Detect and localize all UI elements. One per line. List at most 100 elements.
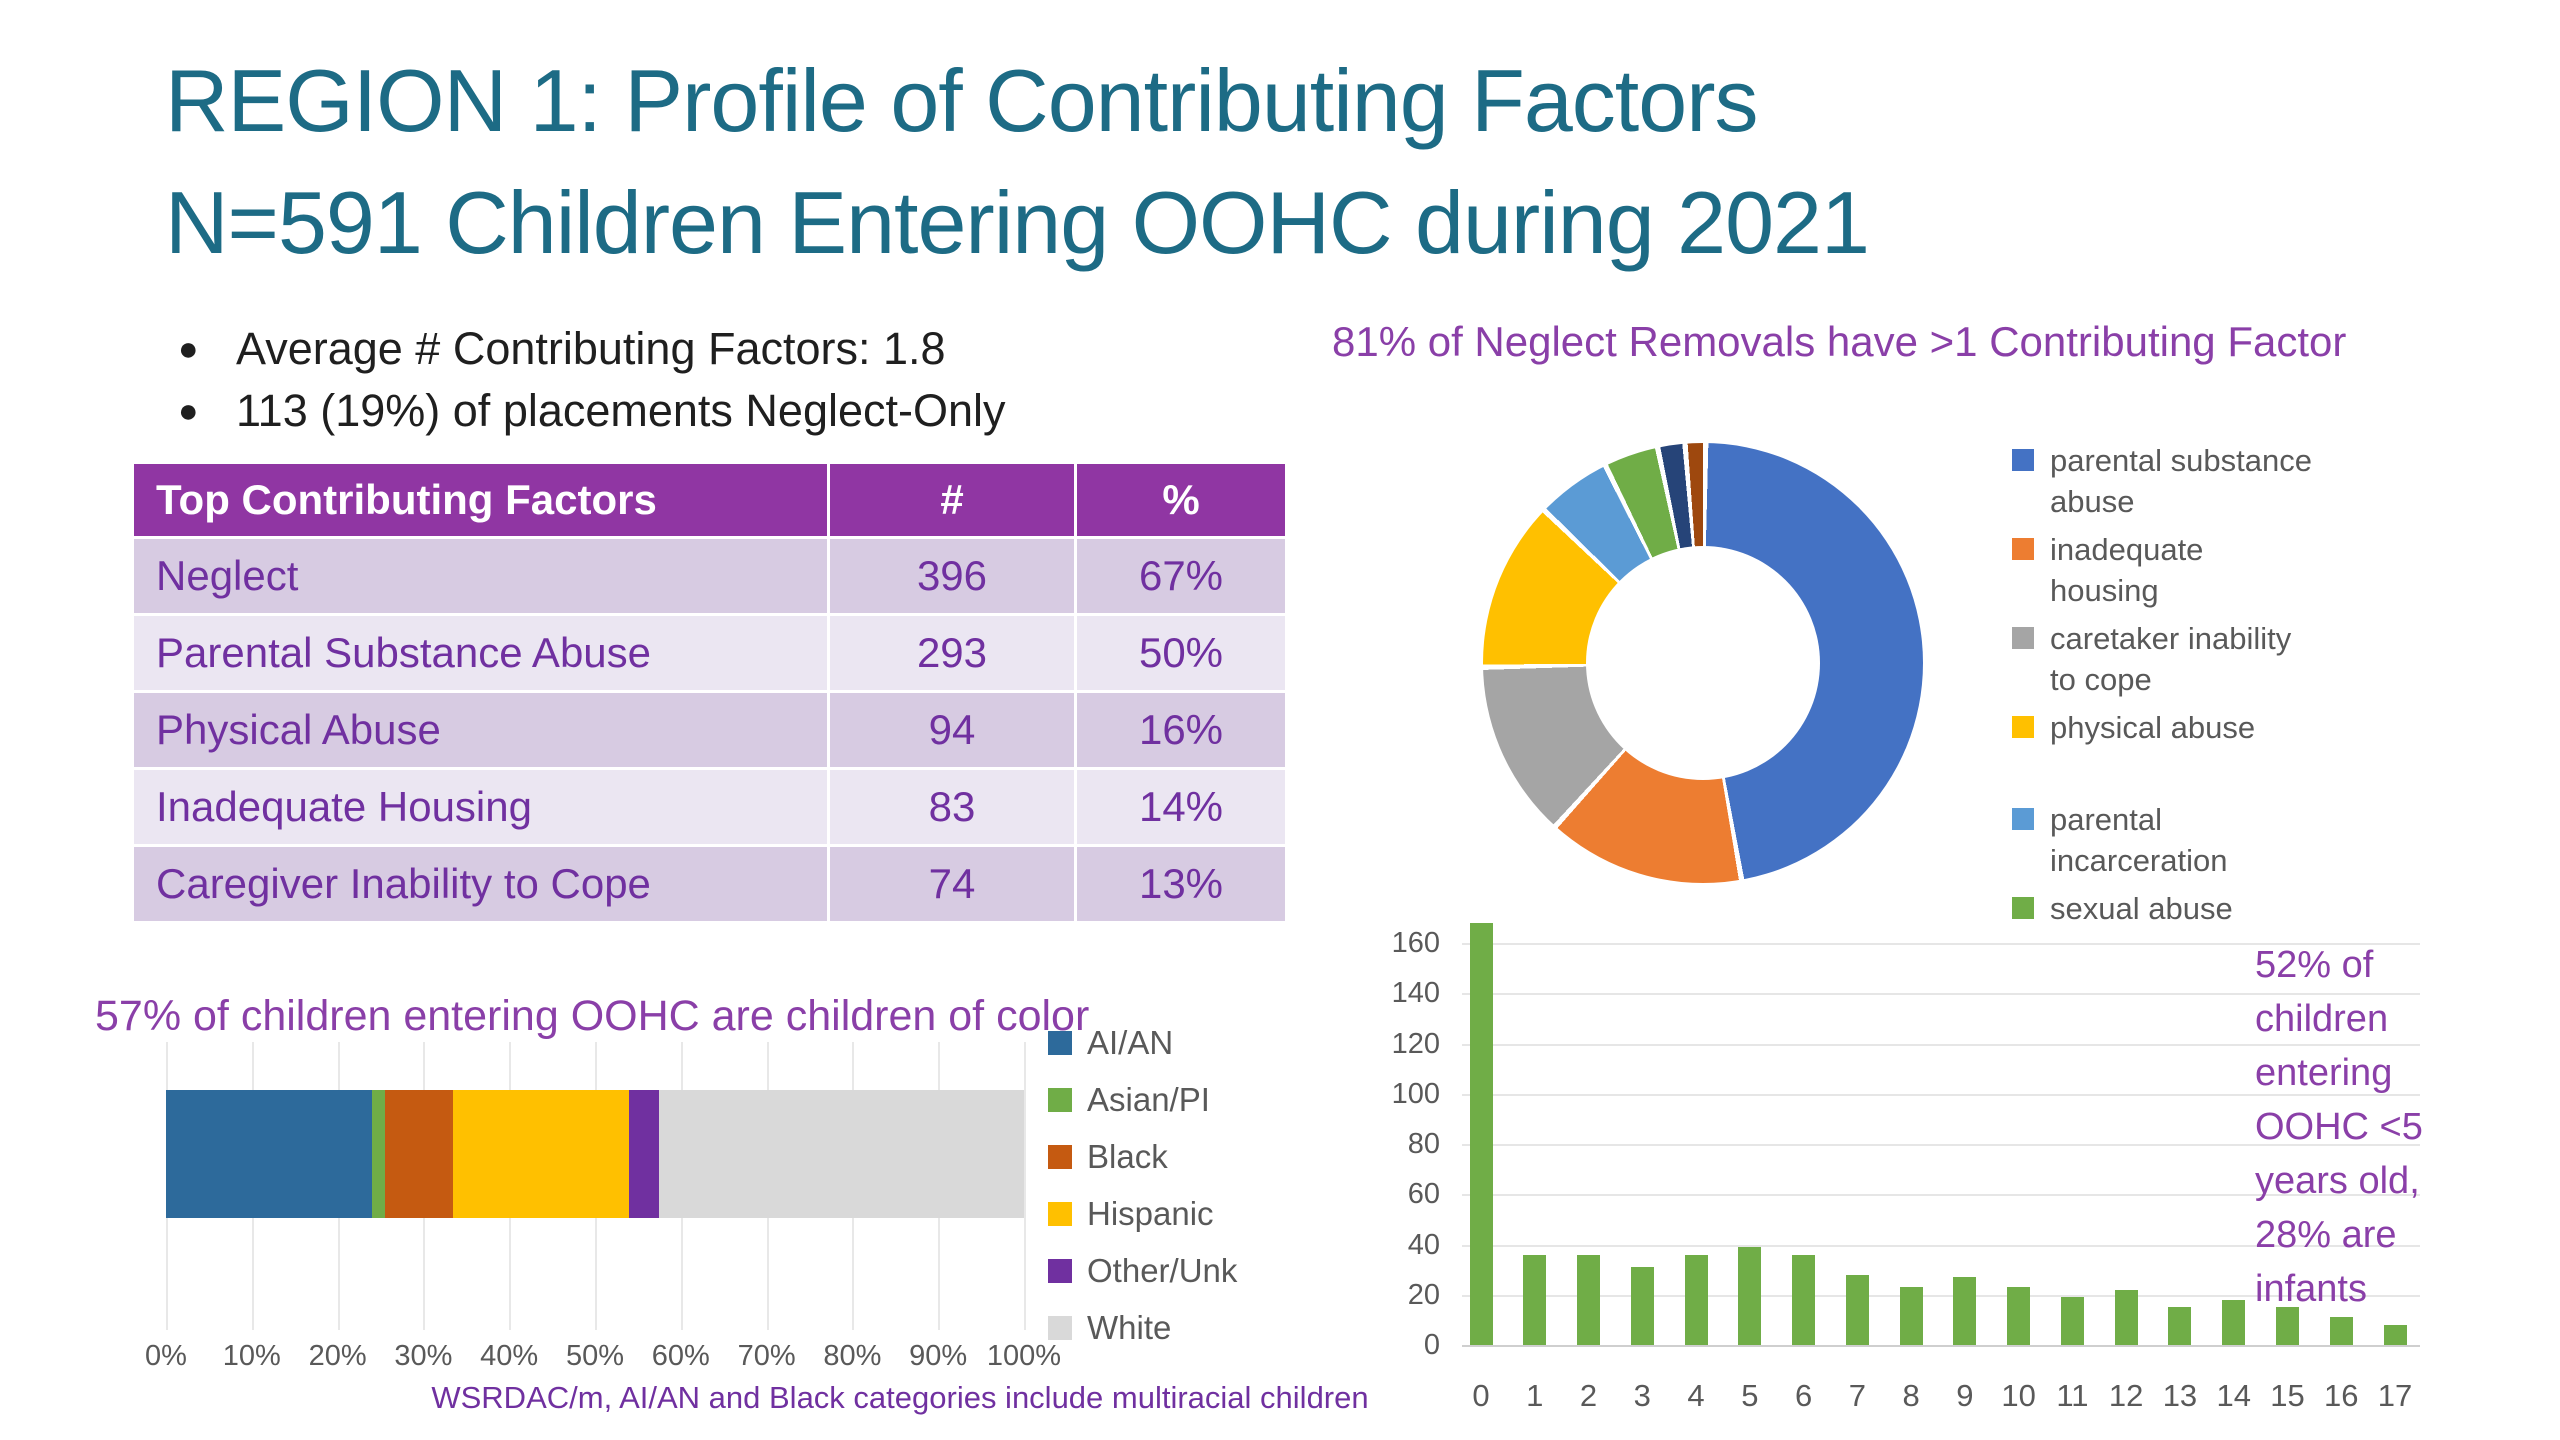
x-axis-tick-label: 5 (1741, 1378, 1759, 1413)
legend-label: caretaker inability to cope (2050, 621, 2292, 697)
table-row: Inadequate Housing 83 14% (131, 767, 1288, 847)
bar-segment-ai-an (166, 1090, 372, 1218)
donut-legend: parental substance abuse inadequate housi… (2012, 440, 2472, 936)
table-cell-factor: Inadequate Housing (131, 767, 830, 847)
legend-item: parental substance abuse (2012, 440, 2472, 522)
legend-swatch-icon (2012, 897, 2034, 919)
bar-age-16 (2329, 1317, 2353, 1345)
table-header-count: # (827, 461, 1077, 539)
bullet-icon: ● (178, 330, 199, 368)
legend-label: parental substance abuse (2050, 443, 2312, 519)
x-axis-tick-label: 30% (394, 1340, 453, 1372)
table-row: Neglect 396 67% (131, 536, 1288, 616)
bar-age-4 (1684, 1254, 1708, 1345)
bar-age-11 (2060, 1297, 2084, 1345)
x-axis-tick-label: 60% (651, 1340, 710, 1372)
factors-table: Top Contributing Factors # % Neglect 396 6… (131, 461, 1288, 924)
table-row: Caregiver Inability to Cope 74 13% (131, 844, 1288, 924)
table-header-factor: Top Contributing Factors (131, 461, 830, 539)
legend-swatch-icon (2012, 808, 2034, 830)
bar-age-2 (1577, 1254, 1601, 1345)
bar-age-1 (1523, 1254, 1547, 1345)
bullet-text: 113 (19%) of placements Neglect-Only (236, 385, 1006, 436)
x-axis-tick-label: 50% (565, 1340, 625, 1372)
table-cell-percent: 13% (1074, 844, 1288, 924)
gridline (1462, 1345, 2420, 1347)
table-row: Parental Substance Abuse 293 50% (131, 613, 1288, 693)
legend-label: sexual abuse (2050, 891, 2233, 926)
y-axis-tick-label: 120 (1391, 1027, 1440, 1060)
x-axis-tick-label: 90% (909, 1340, 968, 1372)
table-cell-factor: Neglect (131, 536, 830, 616)
legend-swatch-icon (1048, 1258, 1072, 1283)
stacked-chart-legend: AI/AN Asian/PI Black Hispanic Other/Unk White (1048, 1014, 1237, 1356)
bar-age-0 (1469, 922, 1493, 1345)
stacked-chart-title: 57% of children entering OOHC are childr… (95, 992, 1090, 1040)
legend-swatch-icon (1048, 1087, 1072, 1112)
bar-age-7 (1845, 1274, 1869, 1345)
x-axis-tick-label: 16 (2323, 1378, 2359, 1413)
x-axis-tick-label: 4 (1687, 1378, 1705, 1413)
legend-item: physical abuse (2012, 707, 2472, 748)
bullet-text: Average # Contributing Factors: 1.8 (236, 323, 946, 374)
x-axis-tick-label: 6 (1794, 1378, 1813, 1413)
legend-label: inadequate housing (2050, 532, 2204, 608)
bar-age-17 (2383, 1324, 2407, 1345)
table-cell-count: 74 (827, 844, 1077, 924)
bullet-item: ● 113 (19%) of placements Neglect-Only (172, 380, 1006, 442)
legend-swatch-icon (2012, 449, 2034, 471)
x-axis-tick-label: 0 (1472, 1378, 1490, 1413)
table-cell-count: 293 (827, 613, 1077, 693)
legend-item: caretaker inability to cope (2012, 618, 2472, 700)
legend-item: White (1048, 1299, 1237, 1356)
donut-chart (1483, 443, 1923, 883)
bar-segment-other-unk (629, 1090, 660, 1218)
page-title-line2: N=591 Children Entering OOHC during 2021 (165, 173, 1870, 272)
legend-item: Other/Unk (1048, 1242, 1237, 1299)
donut-hole (1586, 546, 1820, 780)
table-cell-percent: 14% (1074, 767, 1288, 847)
x-axis-tick-label: 11 (2056, 1378, 2089, 1413)
x-axis-tick-label: 2 (1579, 1378, 1598, 1413)
bar-age-9 (1953, 1277, 1977, 1345)
bar-age-5 (1738, 1247, 1762, 1345)
bullet-icon: ● (178, 392, 199, 430)
y-axis-tick-label: 20 (1407, 1278, 1440, 1311)
x-axis-tick-label: 10% (222, 1340, 281, 1372)
table-cell-percent: 67% (1074, 536, 1288, 616)
table-cell-factor: Parental Substance Abuse (131, 613, 830, 693)
legend-item: inadequate housing (2012, 529, 2472, 611)
bar-segment-asian-pi (371, 1090, 385, 1218)
bullet-item: ● Average # Contributing Factors: 1.8 (172, 318, 1006, 380)
x-axis-tick-label: 1 (1526, 1378, 1544, 1413)
legend-label: physical abuse (2050, 710, 2256, 745)
x-axis-tick-label: 8 (1902, 1378, 1920, 1413)
bar-age-12 (2114, 1289, 2138, 1345)
x-axis-tick-label: 9 (1956, 1378, 1974, 1413)
x-axis-tick-label: 15 (2270, 1378, 2305, 1413)
bar-age-6 (1792, 1254, 1816, 1345)
legend-item: AI/AN (1048, 1014, 1237, 1071)
legend-label: Asian/PI (1087, 1080, 1210, 1118)
y-axis-tick-label: 60 (1407, 1178, 1440, 1211)
x-axis-tick-label: 14 (2216, 1378, 2251, 1413)
x-axis-tick-label: 70% (737, 1340, 796, 1372)
table-cell-factor: Caregiver Inability to Cope (131, 844, 830, 924)
y-axis-tick-label: 80 (1407, 1128, 1440, 1160)
legend-item: parental incarceration (2012, 799, 2472, 881)
bar-segment-black (384, 1090, 454, 1218)
x-axis-tick-label: 40% (480, 1340, 539, 1372)
legend-swatch-icon (1048, 1144, 1072, 1169)
legend-label: parental incarceration (2050, 802, 2228, 878)
x-axis-tick-label: 12 (2108, 1378, 2144, 1413)
x-axis-tick-label: 80% (823, 1340, 882, 1372)
legend-spacer (2012, 755, 2472, 799)
table-cell-count: 396 (827, 536, 1077, 616)
footer-note: WSRDAC/m, AI/AN and Black categories inc… (431, 1380, 1369, 1415)
bar-segment-white (659, 1090, 1024, 1218)
legend-item: sexual abuse (2012, 888, 2472, 929)
legend-swatch-icon (2012, 627, 2034, 649)
legend-swatch-icon (2012, 716, 2034, 738)
legend-label: Other/Unk (1087, 1251, 1238, 1289)
